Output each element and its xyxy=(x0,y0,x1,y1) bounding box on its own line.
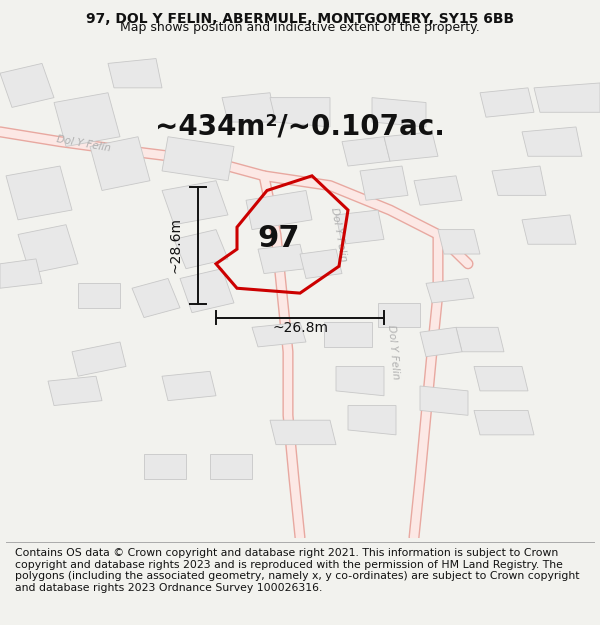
Polygon shape xyxy=(420,328,462,357)
Polygon shape xyxy=(438,229,480,254)
Polygon shape xyxy=(72,342,126,376)
Polygon shape xyxy=(162,137,234,181)
Text: 97: 97 xyxy=(258,224,300,253)
Polygon shape xyxy=(180,269,234,312)
Polygon shape xyxy=(222,92,276,122)
Text: ~28.6m: ~28.6m xyxy=(168,217,182,273)
Polygon shape xyxy=(54,92,120,146)
Polygon shape xyxy=(18,225,78,274)
Polygon shape xyxy=(372,98,426,127)
Polygon shape xyxy=(336,210,384,244)
Polygon shape xyxy=(378,303,420,328)
Text: Dol Y Felin: Dol Y Felin xyxy=(386,324,400,379)
Polygon shape xyxy=(0,259,42,288)
Text: 97, DOL Y FELIN, ABERMULE, MONTGOMERY, SY15 6BB: 97, DOL Y FELIN, ABERMULE, MONTGOMERY, S… xyxy=(86,12,514,26)
Polygon shape xyxy=(414,176,462,205)
Polygon shape xyxy=(162,371,216,401)
Polygon shape xyxy=(48,376,102,406)
Polygon shape xyxy=(324,322,372,347)
Polygon shape xyxy=(258,244,306,274)
Polygon shape xyxy=(348,406,396,435)
Text: ~434m²/~0.107ac.: ~434m²/~0.107ac. xyxy=(155,113,445,141)
Text: Dol Y Felin: Dol Y Felin xyxy=(329,207,349,262)
Polygon shape xyxy=(420,386,468,415)
Text: ~26.8m: ~26.8m xyxy=(272,321,328,336)
Polygon shape xyxy=(132,279,180,318)
Polygon shape xyxy=(522,215,576,244)
Polygon shape xyxy=(0,63,54,108)
Text: Map shows position and indicative extent of the property.: Map shows position and indicative extent… xyxy=(120,21,480,34)
Polygon shape xyxy=(426,279,474,303)
Polygon shape xyxy=(522,127,582,156)
Polygon shape xyxy=(270,98,330,127)
Text: Contains OS data © Crown copyright and database right 2021. This information is : Contains OS data © Crown copyright and d… xyxy=(15,548,580,592)
Polygon shape xyxy=(360,166,408,200)
Polygon shape xyxy=(336,366,384,396)
Polygon shape xyxy=(6,166,72,220)
Polygon shape xyxy=(210,454,252,479)
Polygon shape xyxy=(144,454,186,479)
Polygon shape xyxy=(456,328,504,352)
Polygon shape xyxy=(78,283,120,308)
Text: Dol Y Felin: Dol Y Felin xyxy=(56,134,112,153)
Polygon shape xyxy=(300,249,342,279)
Polygon shape xyxy=(492,166,546,196)
Polygon shape xyxy=(90,137,150,191)
Polygon shape xyxy=(474,411,534,435)
Polygon shape xyxy=(174,229,228,269)
Polygon shape xyxy=(162,181,228,225)
Polygon shape xyxy=(480,88,534,117)
Polygon shape xyxy=(246,191,312,229)
Polygon shape xyxy=(342,137,390,166)
Polygon shape xyxy=(474,366,528,391)
Polygon shape xyxy=(252,322,306,347)
Polygon shape xyxy=(384,132,438,161)
Polygon shape xyxy=(534,83,600,112)
Polygon shape xyxy=(108,59,162,88)
Polygon shape xyxy=(270,420,336,444)
